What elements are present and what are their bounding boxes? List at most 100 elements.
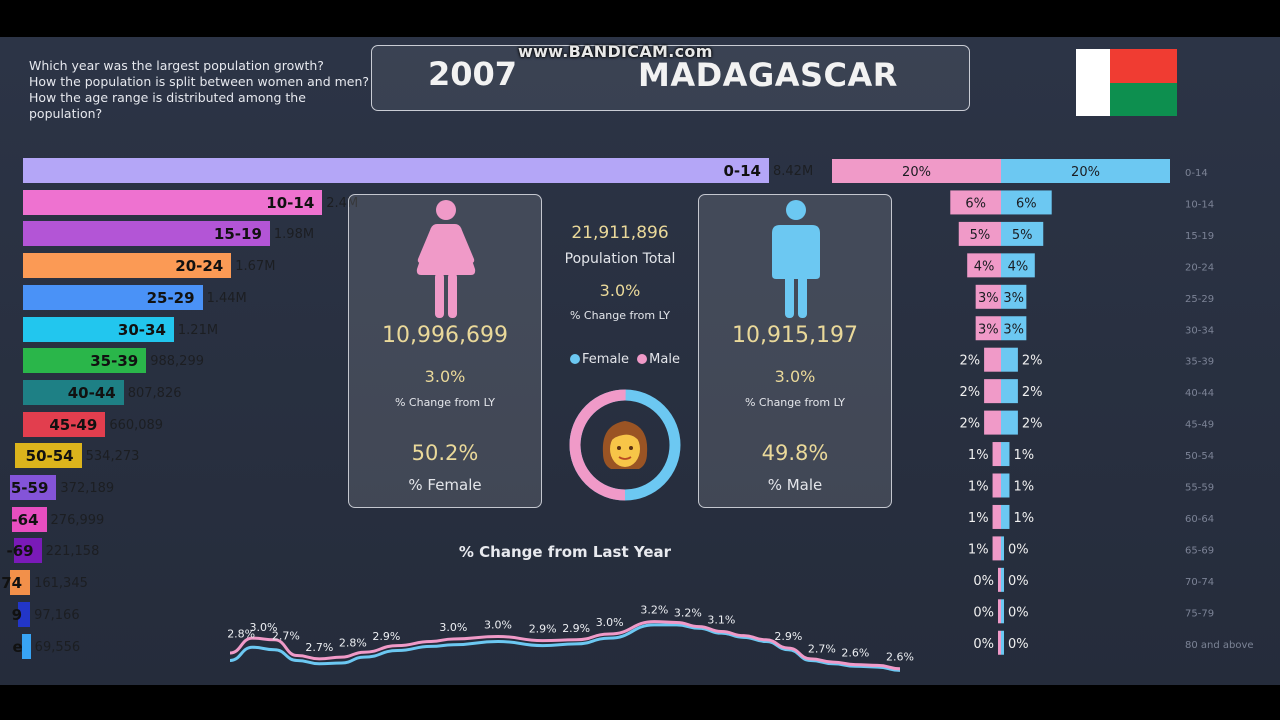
- pyramid-female-label: 6%: [965, 196, 986, 211]
- pyramid-category-label: 15-19: [1185, 231, 1214, 242]
- pyramid-female-label: 0%: [973, 574, 994, 589]
- pyramid-category-label: 40-44: [1185, 388, 1214, 399]
- pyramid-male-bar: [1001, 190, 1052, 215]
- age-bar: -69: [6, 538, 42, 564]
- age-bar: 35-39: [23, 348, 147, 374]
- pyramid-category-label: 25-29: [1185, 294, 1214, 305]
- age-bar-row: 20-24 1.67M: [0, 253, 850, 279]
- country-label: MADAGASCAR: [638, 56, 898, 94]
- age-bar-value: 534,273: [85, 449, 140, 465]
- pyramid-male-bar: [1001, 473, 1010, 498]
- pyramid-category-label: 70-74: [1185, 577, 1214, 588]
- female-share: 50.2%: [411, 441, 479, 465]
- pyramid-female-bar: [992, 504, 1001, 529]
- age-bar-label: 20-24: [175, 257, 224, 276]
- trend-point-label: 2.6%: [841, 647, 869, 660]
- age-bar-row: 9 97,166: [0, 601, 850, 627]
- age-bar-row: 74 161,345: [0, 570, 850, 596]
- pyramid-male-label: 3%: [1003, 322, 1024, 337]
- age-bar-value: 1.21M: [177, 322, 219, 338]
- pyramid-female-label: 0%: [973, 637, 994, 652]
- age-bar: 25-29: [23, 284, 203, 310]
- age-bar: 30-34: [23, 316, 174, 342]
- age-bar-value: 69,556: [34, 639, 81, 655]
- pyramid-male-label: 20%: [1071, 165, 1100, 180]
- age-bar: 0-14: [23, 158, 769, 183]
- age-bar-row: 5-59 372,189: [0, 475, 850, 500]
- trend-male-line: [229, 623, 901, 672]
- age-bar-row: 30-34 1.21M: [0, 316, 850, 342]
- female-person-icon: [416, 200, 476, 318]
- age-bar-label: 35-39: [90, 352, 139, 371]
- legend-male: Male: [649, 352, 680, 367]
- age-bar: 5-59: [10, 475, 57, 500]
- age-bar-row: 15-19 1.98M: [0, 221, 850, 247]
- age-bar-label: 9: [11, 605, 23, 624]
- population-total-label: Population Total: [564, 251, 676, 267]
- age-bar-value: 988,299: [150, 354, 204, 370]
- pyramid-male-bar: [1001, 536, 1004, 561]
- pyramid-female-label: 1%: [968, 448, 989, 463]
- pyramid-male-bar: [1001, 599, 1004, 624]
- pyramid-male-label: 2%: [1022, 385, 1043, 400]
- female-legend-dot-icon: [570, 354, 581, 364]
- woman-face-icon: [602, 421, 648, 469]
- trend-female-line: [229, 620, 901, 671]
- trend-point-label: 3.0%: [596, 616, 624, 629]
- year-label: 2007: [428, 55, 518, 93]
- pyramid-male-bar: [1001, 410, 1018, 435]
- age-bar-label: 50-54: [25, 447, 74, 466]
- pyramid-category-label: 45-49: [1185, 420, 1214, 431]
- pyramid-female-label: 2%: [959, 385, 980, 400]
- age-bar-value: 1.67M: [235, 259, 276, 275]
- pyramid-male-label: 0%: [1008, 637, 1029, 652]
- age-bar-label: 30-34: [117, 320, 166, 339]
- pyramid-male-bar: [1001, 347, 1018, 372]
- male-total: 10,915,197: [732, 323, 858, 348]
- pyramid-female-label: 0%: [973, 605, 994, 620]
- pyramid-female-label: 3%: [978, 291, 999, 306]
- age-bar-value: 276,999: [50, 512, 105, 528]
- pyramid-female-label: 2%: [959, 354, 980, 369]
- pyramid-female-bar: [984, 410, 1001, 435]
- trend-point-label: 3.2%: [674, 607, 702, 620]
- pyramid-category-label: 65-69: [1185, 545, 1214, 556]
- pyramid-female-label: 1%: [968, 511, 989, 526]
- question-line: How the population is split between wome…: [29, 74, 370, 89]
- female-total: 10,996,699: [382, 323, 508, 348]
- pyramid-category-label: 20-24: [1185, 262, 1214, 273]
- male-person-icon: [772, 200, 820, 318]
- age-bar: 15-19: [23, 221, 270, 247]
- trend-point-label: 3.0%: [484, 618, 512, 631]
- pyramid-female-label: 4%: [974, 259, 995, 274]
- age-bar-label: 74: [1, 574, 23, 593]
- pyramid-category-label: 10-14: [1185, 199, 1214, 210]
- age-bar-row: 45-49 660,089: [0, 411, 850, 437]
- age-bar-label: 0-14: [723, 162, 761, 180]
- question-line: How the age range is distributed among t…: [29, 90, 306, 105]
- trend-point-label: 2.8%: [339, 637, 367, 650]
- pyramid-male-label: 2%: [1022, 417, 1043, 432]
- trend-chart-title: % Change from Last Year: [458, 543, 672, 561]
- male-card: 10,915,197 3.0% % Change from LY 49.8% %…: [698, 194, 892, 508]
- age-bar-chart: 0-14 8.42M 10-14 2.4M 15-19 1.98M 20-24 1.67M 25…: [0, 37, 850, 685]
- age-bar-label: 5-59: [10, 479, 49, 497]
- male-change-label: % Change from LY: [744, 396, 846, 409]
- population-summary: 21,911,896 Population Total 3.0% % Chang…: [548, 223, 692, 322]
- legend-female: Female: [582, 352, 630, 367]
- pyramid-male-bar: [1001, 379, 1018, 404]
- female-change: 3.0%: [424, 367, 466, 386]
- female-share-label: % Female: [408, 476, 482, 494]
- pyramid-male-label: 5%: [1012, 228, 1033, 243]
- age-bar: 9: [12, 601, 31, 627]
- age-bar-label: 40-44: [67, 383, 116, 402]
- trend-point-label: 2.9%: [774, 630, 802, 643]
- age-bar: e: [12, 633, 31, 659]
- pyramid-category-label: 50-54: [1185, 451, 1214, 462]
- age-bar: 74: [1, 570, 31, 596]
- trend-point-label: 3.2%: [640, 604, 668, 617]
- age-bar-row: -69 221,158: [0, 538, 850, 564]
- dashboard: Which year was the largest population gr…: [0, 37, 1280, 685]
- pyramid-female-label: 20%: [902, 165, 931, 180]
- age-bar-label: 15-19: [213, 225, 262, 244]
